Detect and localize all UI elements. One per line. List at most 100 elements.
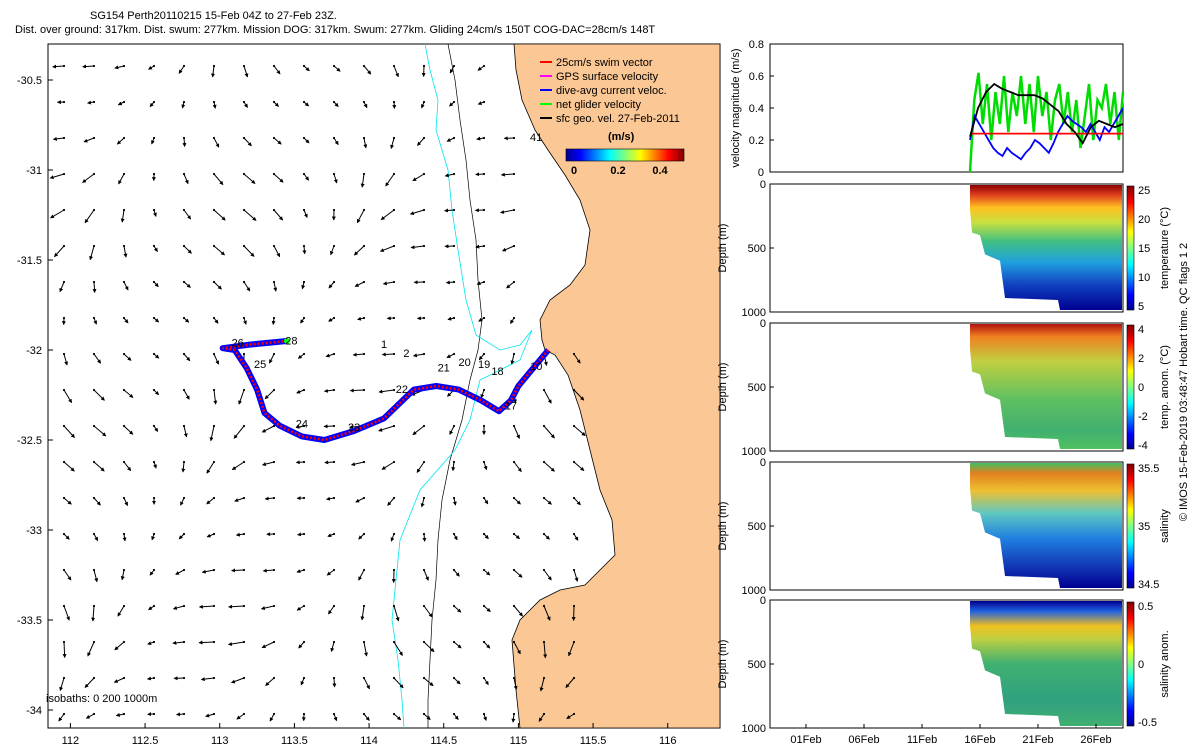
- vector-origin-dot: [392, 244, 396, 248]
- vector-origin-dot: [392, 568, 396, 572]
- vector-origin-dot: [122, 460, 126, 464]
- vector-origin-dot: [272, 496, 276, 500]
- geo-velocity-arrow: [273, 245, 281, 258]
- vector-origin-dot: [362, 208, 366, 212]
- vector-origin-dot: [152, 388, 156, 392]
- vector-origin-dot: [242, 352, 246, 356]
- geo-velocity-arrow: [295, 424, 305, 429]
- geo-velocity-arrow: [116, 137, 125, 145]
- vector-origin-dot: [452, 316, 456, 320]
- vector-origin-dot: [302, 496, 306, 500]
- vector-origin-dot: [512, 640, 516, 644]
- vector-origin-dot: [362, 316, 366, 320]
- geo-velocity-arrow: [444, 208, 455, 213]
- geo-velocity-arrow: [243, 65, 249, 78]
- vector-origin-dot: [572, 460, 576, 464]
- vector-origin-dot: [272, 316, 276, 320]
- colorbar-tick-label: 2: [1138, 353, 1144, 365]
- geo-velocity-arrow: [213, 173, 224, 186]
- velocity-series: [968, 72, 1125, 173]
- vector-origin-dot: [242, 640, 246, 644]
- day-label: 20: [458, 357, 470, 369]
- geo-velocity-arrow: [422, 533, 427, 542]
- vector-origin-dot: [332, 316, 336, 320]
- day-label: 18: [491, 366, 503, 378]
- vector-origin-dot: [182, 136, 186, 140]
- vector-origin-dot: [272, 352, 276, 356]
- vector-origin-dot: [212, 352, 216, 356]
- vector-origin-dot: [242, 496, 246, 500]
- vector-origin-dot: [332, 424, 336, 428]
- vector-origin-dot: [302, 424, 306, 428]
- vector-origin-dot: [452, 172, 456, 176]
- vector-origin-dot: [362, 712, 366, 716]
- vector-origin-dot: [332, 208, 336, 212]
- vector-origin-dot: [572, 352, 576, 356]
- geo-velocity-arrow: [261, 425, 275, 433]
- colorbar-tick-label: 35.5: [1138, 463, 1159, 475]
- geo-velocity-arrow: [82, 64, 95, 69]
- figure-title-line2: Dist. over ground: 317km. Dist. swum: 27…: [15, 24, 656, 36]
- geo-velocity-arrow: [54, 245, 65, 258]
- map-legend: 25cm/s swim vector GPS surface velocity di…: [540, 57, 685, 177]
- geo-velocity-arrow: [213, 281, 222, 290]
- geo-velocity-arrow: [243, 137, 252, 147]
- vector-origin-dot: [362, 352, 366, 356]
- geo-velocity-arrow: [206, 497, 215, 505]
- vector-origin-dot: [542, 532, 546, 536]
- vector-origin-dot: [122, 424, 126, 428]
- vector-origin-dot: [62, 460, 66, 464]
- vector-origin-dot: [332, 100, 336, 104]
- vector-origin-dot: [152, 424, 156, 428]
- geo-velocity-arrow: [483, 713, 487, 722]
- vector-origin-dot: [332, 496, 336, 500]
- geo-velocity-arrow: [513, 425, 520, 440]
- vector-origin-dot: [512, 280, 516, 284]
- section-xtick-label: 26Feb: [1080, 734, 1111, 746]
- section-panel-temperature: 0 500 1000 Depth (m) 25 20 15 10 5 temperature (°…: [717, 179, 1171, 319]
- vector-origin-dot: [362, 388, 366, 392]
- geo-velocity-arrow: [543, 497, 552, 505]
- geo-velocity-arrow: [513, 569, 523, 578]
- vector-origin-dot: [92, 676, 96, 680]
- section-ytick-label: 1000: [742, 446, 766, 458]
- geo-velocity-arrow: [213, 353, 219, 365]
- geo-velocity-arrow: [445, 280, 455, 285]
- vector-origin-dot: [392, 388, 396, 392]
- geo-velocity-arrow: [326, 569, 335, 576]
- geo-velocity-arrow: [543, 605, 551, 621]
- vector-origin-dot: [272, 460, 276, 464]
- vector-origin-dot: [122, 496, 126, 500]
- geo-velocity-arrow: [333, 173, 338, 184]
- section-panel-sal_anom: 0 500 1000 Depth (m) 0.5 0 -0.5 salinity anom. 0…: [717, 595, 1171, 746]
- vector-origin-dot: [302, 100, 306, 104]
- colorbar-tick-label: 0: [1138, 382, 1144, 394]
- vector-origin-dot: [452, 640, 456, 644]
- geo-velocity-arrow: [326, 496, 335, 501]
- vector-origin-dot: [152, 712, 156, 716]
- vector-origin-dot: [62, 316, 66, 320]
- geo-velocity-arrow: [118, 173, 125, 185]
- geo-velocity-arrow: [423, 569, 429, 581]
- vector-origin-dot: [302, 460, 306, 464]
- legend-entry: 25cm/s swim vector: [556, 57, 653, 69]
- geo-velocity-arrow: [59, 677, 65, 692]
- vector-origin-dot: [272, 208, 276, 212]
- vector-origin-dot: [482, 208, 486, 212]
- vector-origin-dot: [272, 244, 276, 248]
- vector-origin-dot: [482, 136, 486, 140]
- geo-velocity-arrow: [82, 173, 95, 183]
- vector-origin-dot: [212, 316, 216, 320]
- isobath-1000m: [427, 44, 483, 728]
- vector-origin-dot: [452, 676, 456, 680]
- geo-velocity-arrow: [231, 568, 245, 573]
- vector-origin-dot: [92, 172, 96, 176]
- vector-origin-dot: [182, 100, 186, 104]
- vector-origin-dot: [212, 388, 216, 392]
- geo-velocity-arrow: [198, 640, 215, 645]
- vector-origin-dot: [212, 172, 216, 176]
- geo-velocity-arrow: [261, 461, 275, 467]
- vector-origin-dot: [392, 712, 396, 716]
- vector-origin-dot: [512, 460, 516, 464]
- vector-origin-dot: [452, 496, 456, 500]
